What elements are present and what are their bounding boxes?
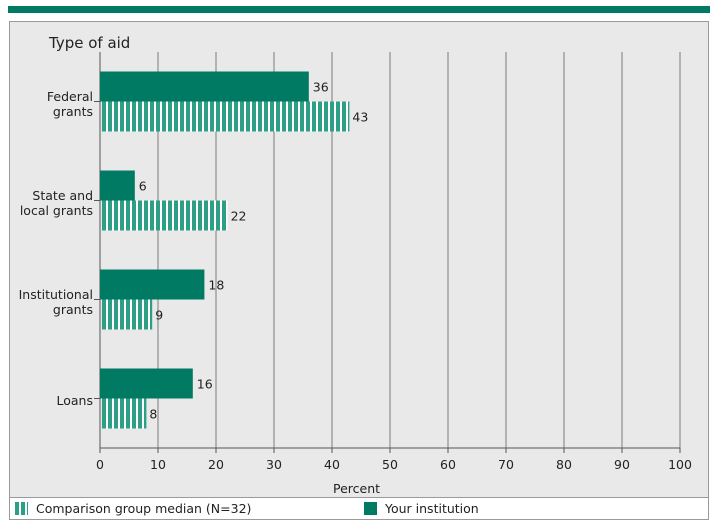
data-label-your-institution: 18: [208, 278, 224, 293]
data-label-comparison-median: 8: [149, 407, 157, 422]
striped-swatch-icon: [15, 502, 28, 515]
bar-comparison-median: [102, 200, 228, 231]
legend: Comparison group median (N=32) Your inst…: [9, 498, 709, 520]
bar-comparison-median: [102, 101, 350, 132]
data-label-your-institution: 36: [313, 80, 329, 95]
y-axis-title: Type of aid: [49, 34, 131, 52]
category-label: Institutional grants: [7, 287, 93, 317]
x-tick-label: 10: [150, 457, 166, 472]
category-label-line: State and: [32, 187, 93, 203]
x-tick-label: 50: [382, 457, 398, 472]
bar-comparison-median: [102, 299, 153, 330]
category-label: Loans: [7, 393, 94, 408]
data-label-your-institution: 6: [139, 179, 147, 194]
category-label-line: grants: [52, 103, 93, 119]
category-label-line: grants: [52, 301, 93, 317]
bar-comparison-median: [102, 398, 147, 429]
data-label-comparison-median: 9: [155, 308, 163, 323]
x-axis-title: Percent: [333, 481, 381, 496]
legend-item-comparison: Comparison group median (N=32): [15, 501, 251, 516]
category-label-line: local grants: [19, 202, 93, 218]
data-label-comparison-median: 43: [352, 110, 368, 125]
x-tick-label: 80: [556, 457, 572, 472]
x-tick-label: 70: [498, 457, 514, 472]
legend-label-comparison: Comparison group median (N=32): [36, 501, 252, 516]
x-tick-label: 0: [96, 457, 104, 472]
solid-swatch-icon: [364, 502, 377, 515]
x-tick-label: 40: [324, 457, 340, 472]
x-tick-label: 20: [208, 457, 224, 472]
category-label-line: Federal: [46, 88, 93, 104]
bar-your-institution: [100, 170, 135, 201]
bar-your-institution: [100, 71, 309, 102]
category-label-line: Institutional: [18, 286, 93, 302]
bar-your-institution: [100, 269, 205, 300]
legend-item-institution: Your institution: [364, 501, 479, 516]
x-tick-label: 60: [440, 457, 456, 472]
legend-label-institution: Your institution: [385, 501, 479, 516]
category-label-line: Loans: [56, 393, 94, 408]
data-label-comparison-median: 22: [231, 209, 247, 224]
category-label: State and local grants: [7, 188, 93, 218]
category-label: Federal grants: [7, 89, 93, 119]
top-accent-bar: [8, 6, 710, 13]
x-tick-label: 30: [266, 457, 282, 472]
data-label-your-institution: 16: [197, 377, 213, 392]
x-tick-label: 100: [668, 457, 692, 472]
x-tick-label: 90: [614, 457, 630, 472]
bar-your-institution: [100, 368, 193, 399]
